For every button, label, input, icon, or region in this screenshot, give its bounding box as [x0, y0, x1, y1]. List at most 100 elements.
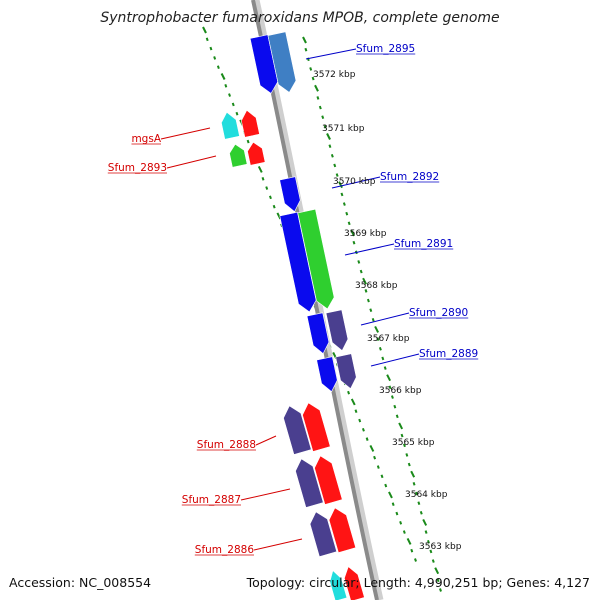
- major-tick: [398, 422, 404, 430]
- gene-labels: Sfum_2895 mgsA Sfum_2893 Sfum_2892 Sfum_2891…: [108, 43, 478, 556]
- gene-arrow-16: [295, 458, 324, 508]
- scale-label: 3568 kbp: [355, 281, 398, 291]
- leader-line: [240, 488, 291, 501]
- minor-tick: [357, 260, 361, 264]
- gene-arrow-21: [344, 566, 365, 600]
- gene-label-Sfum_2889: Sfum_2889: [419, 348, 478, 360]
- gene-arrow-19: [328, 507, 357, 553]
- minor-tick: [429, 549, 433, 554]
- major-tick: [350, 398, 356, 406]
- minor-tick: [333, 163, 337, 168]
- minor-tick: [414, 558, 417, 562]
- gene-arrow-6: [247, 141, 266, 166]
- minor-tick: [381, 356, 385, 361]
- major-tick: [302, 36, 307, 44]
- minor-tick: [388, 385, 392, 390]
- major-tick: [350, 229, 355, 237]
- minor-tick: [345, 211, 349, 216]
- minor-tick: [318, 105, 322, 110]
- gene-arrow-18: [309, 511, 338, 557]
- gene-label-Sfum_2886: Sfum_2886: [195, 544, 255, 556]
- minor-tick: [391, 502, 395, 507]
- minor-tick: [224, 83, 228, 88]
- minor-tick: [335, 173, 339, 177]
- gene-features: [221, 31, 365, 600]
- minor-tick: [361, 428, 365, 432]
- gene-arrow-3: [221, 111, 240, 140]
- minor-tick: [371, 318, 375, 322]
- minor-tick: [268, 195, 272, 200]
- gene-arrow-8: [279, 211, 317, 313]
- minor-tick: [330, 153, 334, 158]
- gene-arrow-12: [316, 356, 338, 393]
- minor-tick: [399, 520, 403, 525]
- minor-tick: [246, 139, 250, 144]
- label-leader-lines: [107, 48, 479, 556]
- minor-tick: [427, 539, 430, 544]
- gene-arrow-9: [297, 208, 335, 310]
- scale-label: 3564 kbp: [405, 490, 448, 500]
- major-tick: [326, 133, 331, 140]
- minor-tick: [328, 144, 332, 148]
- leader-line: [305, 48, 357, 60]
- minor-tick: [261, 176, 265, 181]
- minor-tick: [369, 308, 373, 312]
- gene-arrow-10: [306, 312, 330, 355]
- major-tick: [434, 567, 440, 575]
- minor-tick: [365, 437, 369, 441]
- scale-label: 3570 kbp: [333, 177, 376, 187]
- gene-arrow-7: [279, 176, 301, 213]
- minor-tick: [384, 483, 388, 488]
- minor-tick: [347, 221, 351, 226]
- minor-tick: [439, 588, 442, 592]
- scale-label: 3571 kbp: [322, 124, 365, 134]
- minor-tick: [424, 530, 428, 534]
- minor-tick: [340, 192, 344, 197]
- leader-line: [360, 312, 410, 326]
- minor-tick: [383, 366, 387, 370]
- minor-tick: [352, 240, 356, 245]
- scale-label: 3572 kbp: [313, 70, 356, 80]
- gene-label-Sfum_2887: Sfum_2887: [182, 494, 241, 506]
- minor-tick: [376, 465, 380, 469]
- leader-line: [166, 155, 217, 169]
- minor-tick: [390, 395, 394, 399]
- minor-tick: [321, 115, 325, 120]
- major-tick: [220, 73, 226, 80]
- minor-tick: [209, 46, 213, 51]
- minor-tick: [405, 453, 409, 457]
- minor-tick: [235, 111, 239, 116]
- leader-line: [160, 127, 211, 140]
- minor-tick: [311, 76, 315, 81]
- gene-arrow-11: [325, 309, 349, 352]
- minor-tick: [395, 511, 399, 516]
- minor-tick: [359, 269, 363, 274]
- minor-tick: [395, 414, 399, 419]
- gene-arrow-17: [314, 455, 343, 505]
- major-tick: [410, 470, 416, 478]
- minor-tick: [417, 501, 421, 505]
- map-title: Syntrophobacter fumaroxidans MPOB, compl…: [100, 10, 499, 26]
- minor-tick: [316, 96, 320, 100]
- gene-label-Sfum_2891: Sfum_2891: [394, 238, 453, 250]
- scale-label: 3567 kbp: [367, 334, 410, 344]
- minor-tick: [380, 474, 384, 479]
- gene-arrow-14: [283, 405, 312, 455]
- major-tick: [369, 444, 375, 452]
- gene-label-Sfum_2893: Sfum_2893: [108, 162, 167, 174]
- minor-tick: [412, 482, 416, 486]
- minor-tick: [309, 67, 313, 71]
- accession-text: Accession: NC_008554: [9, 575, 151, 590]
- minor-tick: [364, 289, 368, 293]
- leader-line: [255, 435, 277, 446]
- gene-label-mgsA: mgsA: [131, 133, 161, 145]
- major-tick: [362, 277, 367, 285]
- scale-label: 3569 kbp: [344, 229, 387, 239]
- minor-tick: [358, 418, 362, 423]
- minor-tick: [400, 433, 404, 438]
- major-tick: [257, 166, 263, 173]
- gene-label-Sfum_2888: Sfum_2888: [197, 439, 256, 451]
- scale-labels: 3572 kbp 3571 kbp 3570 kbp 3569 kbp 3568 kbp…: [313, 70, 462, 552]
- scale-label: 3565 kbp: [392, 438, 435, 448]
- major-tick: [276, 212, 282, 220]
